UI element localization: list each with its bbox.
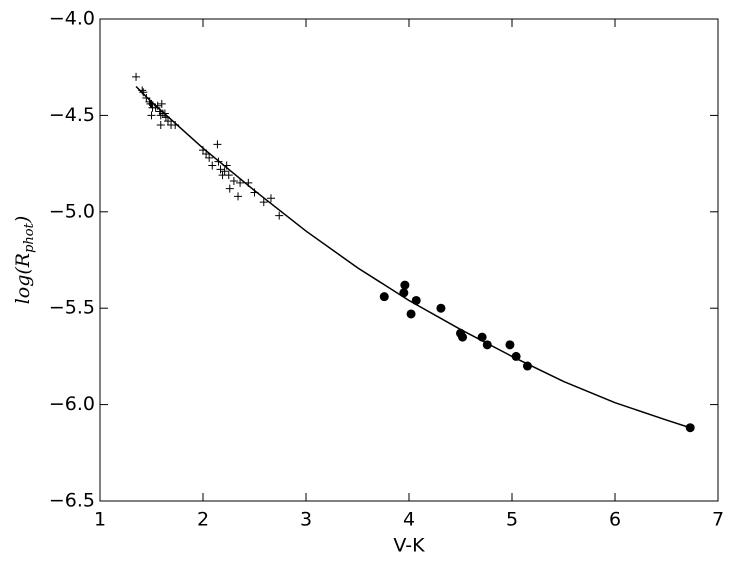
plus-point <box>132 72 141 81</box>
plus-point <box>236 178 245 187</box>
circle-point <box>522 361 532 371</box>
x-tick-label: 5 <box>506 509 518 531</box>
plus-point <box>259 198 268 207</box>
circle-point <box>436 303 446 313</box>
plus-point <box>156 121 165 130</box>
x-tick-label: 1 <box>94 509 106 531</box>
x-tick-label: 6 <box>609 509 621 531</box>
circle-point <box>411 295 421 305</box>
circle-point <box>379 292 389 302</box>
x-tick-label: 2 <box>197 509 209 531</box>
x-axis-label: V-K <box>393 535 425 557</box>
x-tick-label: 7 <box>712 509 724 531</box>
plus-point <box>229 176 238 185</box>
plus-point <box>157 99 166 108</box>
plus-point <box>205 153 214 162</box>
x-tick-label: 3 <box>300 509 312 531</box>
circle-point <box>400 280 410 290</box>
plus-point <box>213 140 222 149</box>
plus-point <box>139 88 148 97</box>
y-tick-label: −4.0 <box>49 8 95 30</box>
y-tick-label: −6.0 <box>49 393 95 415</box>
y-tick-label: −6.5 <box>49 490 95 512</box>
circle-point <box>505 340 515 350</box>
fit-line <box>135 85 691 429</box>
y-tick-label: −5.5 <box>49 297 95 319</box>
y-label-main: log(R <box>12 253 34 304</box>
y-label-sub: phot <box>22 222 37 253</box>
plus-point <box>224 171 233 180</box>
plus-point <box>156 111 165 120</box>
plus-point <box>216 165 225 174</box>
circle-point <box>511 351 521 361</box>
circle-point <box>458 332 468 342</box>
y-tick-label: −5.0 <box>49 200 95 222</box>
plot-frame <box>99 18 719 502</box>
y-label-end: ) <box>12 216 34 224</box>
plus-point <box>225 184 234 193</box>
y-tick-label: −4.5 <box>49 104 95 126</box>
circle-point <box>406 309 416 319</box>
x-tick-label: 4 <box>403 509 415 531</box>
plus-point <box>208 161 217 170</box>
plus-point <box>275 211 284 220</box>
plus-point <box>234 192 243 201</box>
plus-point <box>220 167 229 176</box>
plus-point <box>147 111 156 120</box>
plus-point <box>266 194 275 203</box>
y-axis-label: log(Rphot) <box>12 216 37 305</box>
